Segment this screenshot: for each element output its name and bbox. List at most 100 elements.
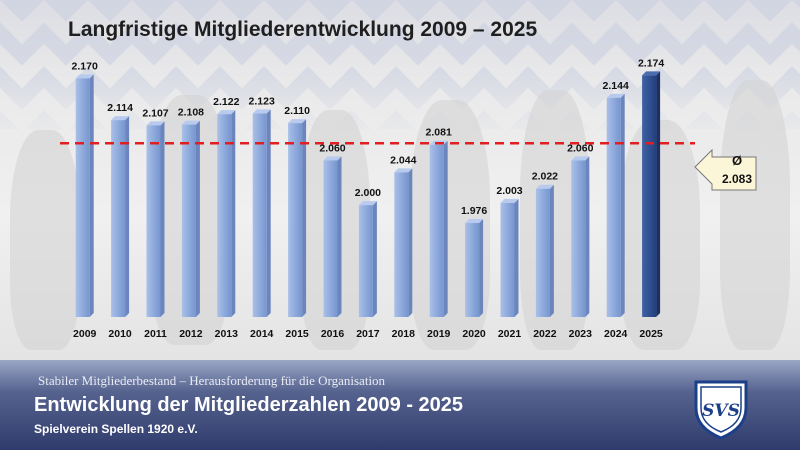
bar-top [288,119,307,124]
x-tick-label: 2014 [250,328,274,340]
bar-top [75,74,94,79]
x-tick-label: 2013 [215,328,239,340]
data-label: 2.081 [426,127,452,139]
bar-side [337,156,342,317]
bar-top [642,71,661,76]
bar-chart: 2.170 2.114 2.107 2.108 2.122 2.123 2.110 2.060… [60,57,757,340]
data-labels-group: 2.170 2.114 2.107 2.108 2.122 2.123 2.110 2.060… [72,57,665,217]
bars-group [75,71,661,317]
bar-side [443,140,448,317]
x-tick-label: 2015 [285,328,309,340]
data-label: 2.108 [178,107,204,119]
bar-side [656,71,661,317]
x-tick-label: 2017 [356,328,380,340]
x-tick-label: 2011 [144,328,167,340]
bar-2015 [288,123,303,317]
bar-top [217,110,236,115]
bar-side [89,74,94,317]
bar-top [606,93,625,98]
bar-side [514,198,519,317]
x-tick-label: 2025 [639,328,663,340]
bar-2012 [181,124,196,317]
bar-side [195,120,200,317]
x-tick-label: 2020 [462,328,486,340]
bar-top [146,121,165,126]
bar-side [372,201,377,317]
bar-side [302,119,307,317]
data-label: 2.174 [638,57,664,69]
data-label: 2.107 [142,107,168,119]
data-label: 2.144 [603,80,629,92]
bar-top [535,184,554,189]
x-tick-label: 2012 [179,328,203,340]
x-tick-label: 2009 [73,328,97,340]
bar-2021 [500,202,515,317]
bar-side [549,184,554,317]
bar-top [252,109,271,114]
x-tick-label: 2019 [427,328,451,340]
x-tick-label: 2010 [108,328,132,340]
data-label: 2.060 [567,142,593,154]
data-label: 2.044 [390,154,416,166]
bar-top [571,156,590,161]
bar-side [585,156,590,317]
bar-side [408,168,413,317]
footer-banner [0,360,800,450]
bar-2018 [394,172,409,317]
data-label: 2.123 [249,95,275,107]
data-label: 2.000 [355,187,381,199]
x-tick-label: 2016 [321,328,345,340]
bar-2009 [75,78,90,317]
bar-2011 [146,125,161,317]
club-name: Spielverein Spellen 1920 e.V. [34,422,198,436]
chart-title: Langfristige Mitgliederentwicklung 2009 … [68,18,538,41]
bar-2022 [535,188,550,317]
x-tick-label: 2021 [498,328,522,340]
bar-2024 [606,97,621,317]
bar-2017 [358,205,373,317]
bar-side [620,93,625,317]
bar-top [111,116,130,121]
runner-silhouette [10,130,80,350]
bar-top [181,120,200,125]
footer-subtitle: Stabiler Mitgliederbestand – Herausforde… [38,373,386,388]
bar-side [479,219,484,317]
bar-2020 [465,223,480,317]
data-label: 2.122 [213,96,239,108]
data-label: 2.110 [284,105,310,117]
x-tick-labels-group: 2009 2010 2011 2012 2013 2014 2015 2016 2017 2018… [73,328,663,340]
logo-text: SVS [702,401,740,421]
bar-2010 [111,120,126,317]
bar-top [394,168,413,173]
data-label: 2.003 [496,185,522,197]
data-label: 1.976 [461,205,487,217]
x-tick-label: 2018 [392,328,416,340]
bar-2013 [217,114,232,317]
bar-top [500,198,519,203]
bar-side [160,121,165,317]
x-tick-label: 2023 [569,328,593,340]
bar-2014 [252,113,267,317]
data-label: 2.114 [107,102,133,114]
average-value: 2.083 [722,172,752,186]
bar-2016 [323,160,338,317]
average-symbol: Ø [732,153,742,168]
data-label: 2.170 [72,60,98,72]
bar-top [323,156,342,161]
x-tick-label: 2022 [533,328,557,340]
club-logo: SVS [694,380,748,440]
bar-side [125,116,130,317]
runner-silhouette [720,80,790,350]
bar-side [231,110,236,317]
bar-2023 [571,160,586,317]
bar-side [266,109,271,317]
bar-2019 [429,144,444,317]
bar-2025 [642,75,657,317]
bar-top [358,201,377,206]
bar-top [465,219,484,224]
x-tick-label: 2024 [604,328,628,340]
data-label: 2.022 [532,171,558,183]
data-label: 2.060 [319,142,345,154]
footer-heading: Entwicklung der Mitgliederzahlen 2009 - … [34,394,464,416]
average-callout: Ø 2.083 [694,148,757,191]
